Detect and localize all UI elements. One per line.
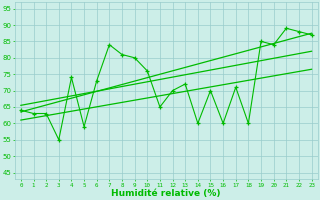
X-axis label: Humidité relative (%): Humidité relative (%) bbox=[111, 189, 221, 198]
